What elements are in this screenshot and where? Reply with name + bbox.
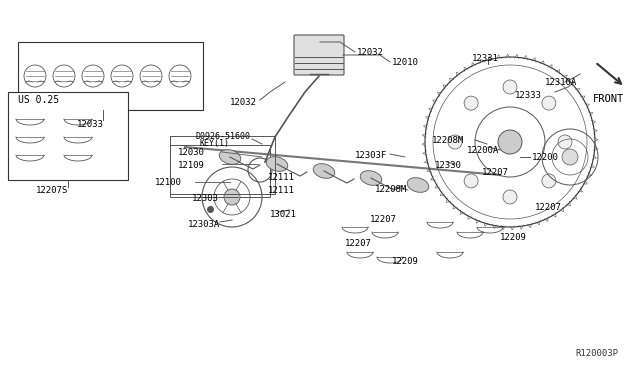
Circle shape [542, 96, 556, 110]
Text: 12310A: 12310A [545, 77, 577, 87]
Text: 12207: 12207 [482, 167, 509, 176]
Text: 13021: 13021 [270, 209, 297, 218]
Text: 12208M: 12208M [432, 135, 464, 144]
Text: 12032: 12032 [230, 97, 257, 106]
Circle shape [503, 80, 517, 94]
Text: 12109: 12109 [178, 160, 205, 170]
Text: US 0.25: US 0.25 [18, 95, 59, 105]
Circle shape [448, 135, 462, 149]
Text: KEY(1): KEY(1) [200, 138, 230, 148]
Circle shape [464, 174, 478, 188]
Text: 12303: 12303 [192, 193, 219, 202]
Text: R120003P: R120003P [575, 350, 618, 359]
Circle shape [558, 135, 572, 149]
Bar [170, 145, 270, 197]
FancyBboxPatch shape [294, 35, 344, 75]
Circle shape [464, 96, 478, 110]
Text: 12030: 12030 [178, 148, 205, 157]
Text: D0926-51600: D0926-51600 [195, 131, 250, 141]
Circle shape [498, 130, 522, 154]
Circle shape [562, 149, 578, 165]
Circle shape [503, 190, 517, 204]
Text: 12111: 12111 [268, 186, 295, 195]
Text: 12111: 12111 [268, 173, 295, 182]
Text: 12100: 12100 [155, 177, 182, 186]
Text: 12032: 12032 [357, 48, 384, 57]
Text: 12207: 12207 [535, 202, 562, 212]
Ellipse shape [407, 178, 429, 192]
Ellipse shape [313, 164, 335, 178]
Text: 12010: 12010 [392, 58, 419, 67]
Text: 12200A: 12200A [467, 145, 499, 154]
Text: 12033: 12033 [77, 119, 104, 128]
Text: 12331: 12331 [472, 54, 499, 62]
Text: 12207S: 12207S [36, 186, 68, 195]
Text: 12200: 12200 [532, 153, 559, 161]
Ellipse shape [266, 157, 288, 171]
Text: 12303F: 12303F [355, 151, 387, 160]
Bar [18, 42, 203, 110]
Text: FRONT: FRONT [593, 94, 624, 104]
Bar [170, 136, 275, 194]
Text: 12209: 12209 [392, 257, 419, 266]
Text: 12207: 12207 [370, 215, 397, 224]
Circle shape [224, 189, 240, 205]
Text: 12333: 12333 [515, 90, 542, 99]
Text: 12303A: 12303A [188, 219, 220, 228]
Ellipse shape [220, 150, 241, 164]
Text: 12330: 12330 [435, 160, 462, 170]
Bar [8, 92, 128, 180]
Circle shape [542, 174, 556, 188]
Text: 12209: 12209 [500, 232, 527, 241]
Text: 12207: 12207 [345, 240, 372, 248]
Ellipse shape [360, 171, 382, 185]
Text: 12208M: 12208M [375, 185, 407, 193]
